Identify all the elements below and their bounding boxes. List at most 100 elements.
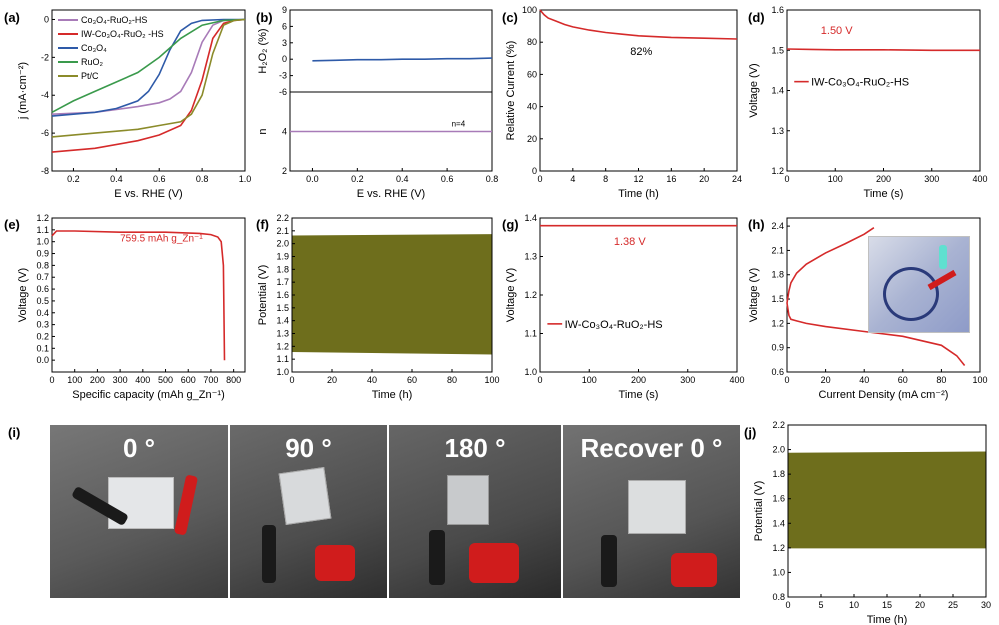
panel-e-ytick-label: 1.2 (36, 213, 49, 223)
panel-j-ytick-label: 2.0 (772, 445, 785, 455)
panel-e-annotation: 759.5 mAh g_Zn⁻¹ (120, 234, 203, 245)
panel-e-panel-label: (e) (4, 217, 20, 232)
panel-f-ytick-label: 2.1 (276, 226, 289, 236)
panel-d-ytick-label: 1.5 (771, 45, 784, 55)
panel-h-ytick-label: 2.4 (771, 221, 784, 231)
panel-g-ytick-label: 1.1 (524, 329, 537, 339)
panel-c-ylabel: Relative Current (%) (505, 41, 517, 141)
panel-f-ytick-label: 2.0 (276, 239, 289, 249)
panel-a-xtick-label: 1.0 (239, 174, 252, 184)
panel-d-ytick-label: 1.2 (771, 166, 784, 176)
panel-f-ytick-label: 1.6 (276, 290, 289, 300)
panel-a-ytick-label: 0 (44, 14, 49, 24)
panel-c-ytick-label: 20 (527, 134, 537, 144)
photo-caption-90: 90 ° (285, 433, 332, 463)
panel-f-ytick-label: 1.3 (276, 329, 289, 339)
panel-d-xtick-label: 300 (924, 174, 939, 184)
panel-d-ytick-label: 1.6 (771, 5, 784, 15)
photo-90deg: 90 ° (230, 425, 387, 598)
panel-j-xtick-label: 0 (785, 600, 790, 610)
panel-h-ytick-label: 0.6 (771, 367, 784, 377)
panel-g-xtick-label: 0 (537, 375, 542, 385)
panel-e-ytick-label: 0.9 (36, 249, 49, 259)
panel-b-top-ytick-label: 6 (282, 21, 287, 31)
panel-f-xtick-label: 0 (289, 375, 294, 385)
panel-c-xtick-label: 24 (732, 174, 742, 184)
panel-d-legend-item: IW-Co₃O₄-RuO₂-HS (811, 77, 909, 89)
panel-g-ytick-label: 1.3 (524, 252, 537, 262)
panel-j-ylabel: Potential (V) (753, 481, 765, 542)
panel-g-ytick-label: 1.2 (524, 290, 537, 300)
panel-c-panel-label: (c) (502, 10, 518, 25)
panel-f-ylabel: Potential (V) (257, 265, 269, 326)
panel-e-ytick-label: 1.0 (36, 237, 49, 247)
panel-c-xtick-label: 4 (570, 174, 575, 184)
panel-a-legend-item: RuO₂ (81, 57, 104, 67)
panel-e-ytick-label: 0.3 (36, 320, 49, 330)
panel-h-panel-label: (h) (748, 217, 765, 232)
panel-f-panel-label: (f) (256, 217, 269, 232)
photo-recover-0deg: Recover 0 ° (563, 425, 740, 598)
inset-photo (868, 236, 970, 333)
panel-b-h2o2-series (312, 57, 493, 62)
panel-e-ytick-label: 0.5 (36, 296, 49, 306)
panel-a-ytick-label: -6 (41, 128, 49, 138)
panel-g-xtick-label: 200 (631, 375, 646, 385)
panel-h-ytick-label: 2.1 (771, 245, 784, 255)
panel-e-xtick-label: 800 (226, 375, 241, 385)
panel-c-xlabel: Time (h) (618, 188, 659, 200)
panel-f-ytick-label: 1.1 (276, 354, 289, 364)
photo-caption-recover: Recover 0 ° (580, 433, 723, 463)
panel-h-series-charge (786, 227, 875, 304)
panel-f-cycling-band (291, 234, 493, 355)
panel-a-xtick-label: 0.2 (67, 174, 80, 184)
panel-e-xtick-label: 600 (181, 375, 196, 385)
panel-e-ytick-label: 0.1 (36, 343, 49, 353)
panel-c-xtick-label: 0 (537, 174, 542, 184)
panel-g-ylabel: Voltage (V) (505, 268, 517, 322)
panel-h-xtick-label: 60 (898, 375, 908, 385)
panel-f-ytick-label: 1.7 (276, 277, 289, 287)
panel-a-legend-item: IW-Co₃O₄-RuO₂ -HS (81, 29, 164, 39)
panel-c-ytick-label: 60 (527, 69, 537, 79)
panel-a-series-iw-co-o--ruo---hs (51, 18, 246, 153)
panel-b-xlabel: E vs. RHE (V) (357, 188, 425, 200)
panel-e-ytick-label: 0.4 (36, 308, 49, 318)
panel-e-xtick-label: 0 (49, 375, 54, 385)
panel-b-top-ytick-label: 9 (282, 5, 287, 15)
panel-j-cycling-band (787, 451, 987, 549)
panel-g-xtick-label: 400 (729, 375, 744, 385)
panel-f-ytick-label: 1.8 (276, 264, 289, 274)
panel-g-xtick-label: 100 (582, 375, 597, 385)
photo-caption-0: 0 ° (122, 433, 156, 463)
panel-e-xtick-label: 200 (90, 375, 105, 385)
panel-c-xtick-label: 16 (666, 174, 676, 184)
panel-h-xlabel: Current Density (mA cm⁻²) (819, 389, 949, 401)
panel-c-ytick-label: 80 (527, 37, 537, 47)
panel-j-ytick-label: 1.2 (772, 543, 785, 553)
panel-a-legend-item: Co₃O₄ (81, 43, 107, 53)
panel-a-legend-item: Co₃O₄-RuO₂-HS (81, 15, 147, 25)
panel-c-frame (539, 9, 738, 172)
panel-b-top-ytick-label: -3 (279, 71, 287, 81)
panel-e-xtick-label: 400 (135, 375, 150, 385)
panel-a-xtick-label: 0.8 (196, 174, 209, 184)
panel-a-series-ruo- (51, 18, 246, 114)
panel-b-xtick-label: 0.8 (486, 174, 499, 184)
panel-e-ytick-label: 0.8 (36, 260, 49, 270)
panel-d-panel-label: (d) (748, 10, 765, 25)
panel-b-top-ylabel: H₂O₂ (%) (257, 28, 269, 73)
panel-j-ytick-label: 0.8 (772, 592, 785, 602)
panel-f-ytick-label: 1.0 (276, 367, 289, 377)
panel-d-xtick-label: 0 (784, 174, 789, 184)
photo-caption-180: 180 ° (444, 433, 506, 463)
panel-e-xtick-label: 300 (113, 375, 128, 385)
panel-e-frame (51, 217, 246, 373)
black-clip (601, 535, 617, 587)
panel-h-xtick-label: 20 (821, 375, 831, 385)
panel-e-ytick-label: 0.2 (36, 331, 49, 341)
red-clip (315, 545, 355, 581)
panel-j-xtick-label: 30 (981, 600, 991, 610)
panel-c-xtick-label: 20 (699, 174, 709, 184)
